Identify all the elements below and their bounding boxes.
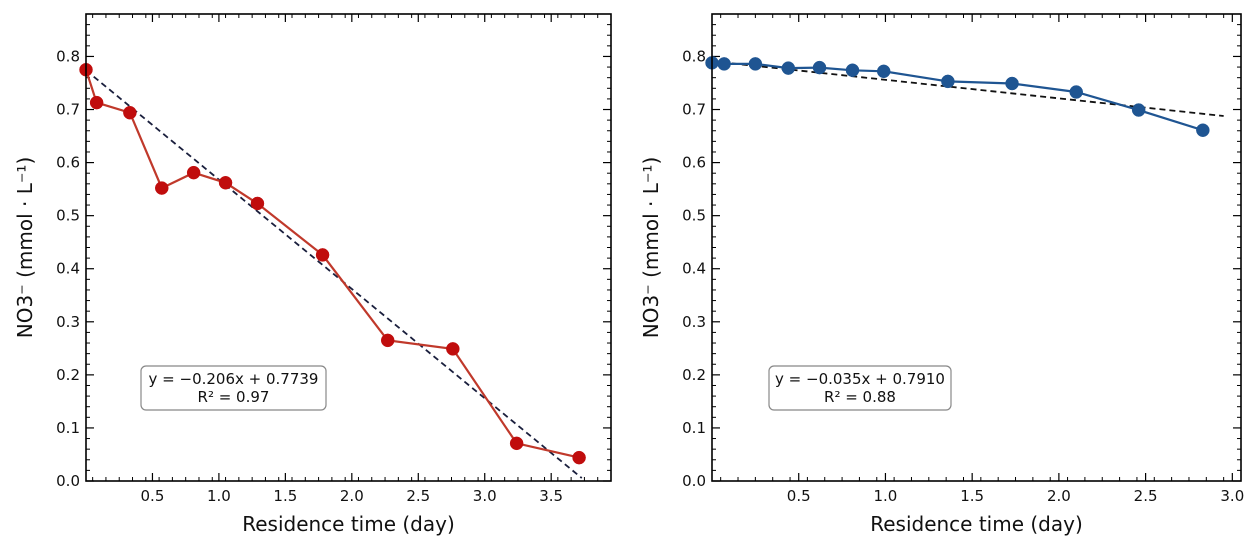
- y-tick-label: 0.0: [682, 472, 706, 490]
- y-tick-label: 0.6: [56, 154, 80, 172]
- annotation-box: [768, 365, 952, 411]
- data-point: [812, 60, 827, 75]
- data-point: [1196, 123, 1210, 137]
- y-tick-label: 0.8: [56, 47, 80, 65]
- chart-2: 0.5 1.0 1.5 2.0 2.5 3.00.00.10.20.30.40.50.60…: [639, 13, 1244, 536]
- fit-r2: R² = 0.88: [824, 388, 896, 406]
- x-tick-label: 2.5: [1134, 487, 1158, 505]
- data-point: [572, 450, 586, 465]
- minor-ticks: [86, 14, 611, 481]
- y-tick-label: 0.5: [56, 207, 80, 225]
- y-tick-label: 0.0: [56, 472, 80, 490]
- data-point: [315, 248, 330, 262]
- y-tick-label: 0.5: [682, 207, 706, 225]
- x-axis: 0.5 1.0 1.5 2.0 2.5 3.0 3.5: [141, 14, 563, 505]
- data-point: [218, 176, 233, 190]
- x-axis-label: Residence time (day): [870, 512, 1083, 536]
- y-tick-label: 0.2: [682, 366, 706, 384]
- y-tick-label: 0.8: [682, 47, 706, 65]
- annotation-box: [140, 365, 327, 411]
- y-tick-label: 0.3: [682, 313, 706, 331]
- data-point: [876, 64, 891, 79]
- data-point: [941, 74, 955, 89]
- x-tick-label: 2.0: [1047, 487, 1071, 505]
- plot-frame: [711, 13, 1242, 482]
- fit-line: [711, 60, 1224, 117]
- y-tick-label: 0.2: [56, 366, 80, 384]
- data-point: [380, 333, 395, 348]
- x-axis-label: Residence time (day): [242, 512, 455, 536]
- chart-1: 0.5 1.0 1.5 2.0 2.5 3.0 3.50.00.10.20.30.40.50…: [13, 13, 612, 536]
- y-tick-label: 0.4: [682, 260, 706, 278]
- data-point: [186, 165, 201, 180]
- x-tick-label: 3.0: [1220, 487, 1244, 505]
- fit-equation: y = −0.206x + 0.7739: [149, 370, 319, 388]
- fit-equation: y = −0.035x + 0.7910: [775, 370, 945, 388]
- y-tick-label: 0.7: [56, 101, 80, 119]
- x-tick-label: 3.0: [473, 487, 497, 505]
- data-point: [1005, 76, 1019, 91]
- data-point: [509, 436, 524, 451]
- x-tick-label: 3.5: [539, 487, 563, 505]
- data-point: [845, 63, 860, 78]
- minor-ticks: [712, 14, 1241, 481]
- data-point: [748, 57, 763, 71]
- data-point: [155, 181, 169, 195]
- fit-line: [85, 69, 583, 479]
- y-axis: 0.0 0.1 0.2 0.3 0.4 0.5 0.6 0.7 0.8: [56, 47, 611, 490]
- y-tick-label: 0.7: [682, 101, 706, 119]
- data-point: [1131, 103, 1146, 117]
- x-tick-label: 0.5: [787, 487, 811, 505]
- x-axis: 0.5 1.0 1.5 2.0 2.5 3.0: [787, 14, 1244, 505]
- data-point: [1069, 85, 1083, 99]
- y-axis-label: NO3⁻ (mmol · L⁻¹): [13, 157, 37, 339]
- x-tick-label: 1.5: [273, 487, 297, 505]
- data-point: [89, 95, 104, 110]
- fit-r2: R² = 0.97: [198, 388, 270, 406]
- x-tick-label: 1.5: [960, 487, 984, 505]
- y-tick-label: 0.1: [56, 419, 80, 437]
- data-point: [781, 61, 796, 75]
- x-tick-label: 1.0: [207, 487, 231, 505]
- data-point: [717, 57, 731, 71]
- y-axis: 0.0 0.1 0.2 0.3 0.4 0.5 0.6 0.7 0.8: [682, 47, 1241, 490]
- x-tick-label: 2.5: [406, 487, 430, 505]
- x-tick-label: 1.0: [874, 487, 898, 505]
- y-axis-label: NO3⁻ (mmol · L⁻¹): [639, 157, 663, 339]
- plot-frame: [85, 13, 612, 482]
- y-tick-label: 0.6: [682, 154, 706, 172]
- x-tick-label: 0.5: [141, 487, 165, 505]
- data-point: [446, 342, 460, 356]
- x-tick-label: 2.0: [340, 487, 364, 505]
- y-tick-label: 0.1: [682, 419, 706, 437]
- data-point: [123, 105, 137, 120]
- y-tick-label: 0.4: [56, 260, 80, 278]
- y-tick-label: 0.3: [56, 313, 80, 331]
- data-point: [250, 196, 265, 211]
